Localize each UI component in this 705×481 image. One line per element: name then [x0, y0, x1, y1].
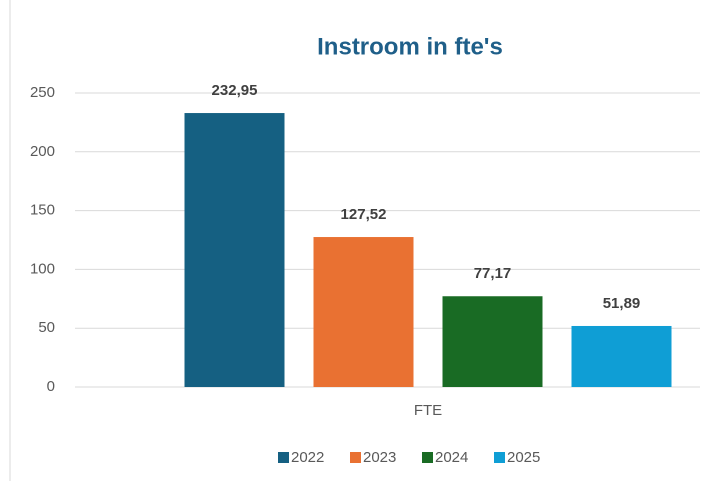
bar [442, 296, 543, 387]
value-label: 232,95 [212, 82, 258, 99]
value-label: 51,89 [603, 295, 641, 312]
legend-swatch [278, 452, 289, 463]
bar [184, 113, 285, 388]
legend-swatch [422, 452, 433, 463]
legend-label: 2022 [291, 449, 324, 466]
y-tick-label: 50 [38, 319, 55, 336]
legend-swatch [350, 452, 361, 463]
bar [313, 237, 414, 387]
value-label: 77,17 [474, 265, 512, 282]
legend-label: 2025 [507, 449, 540, 466]
bar [571, 325, 672, 387]
legend-swatch [494, 452, 505, 463]
legend-label: 2024 [435, 449, 468, 466]
value-label: 127,52 [341, 206, 387, 223]
chart-title: Instroom in fte's [317, 33, 503, 60]
legend-label: 2023 [363, 449, 396, 466]
y-tick-label: 100 [30, 260, 55, 277]
x-tick-label: FTE [414, 402, 442, 419]
y-tick-label: 0 [47, 378, 55, 395]
y-tick-label: 150 [30, 202, 55, 219]
y-tick-label: 200 [30, 143, 55, 160]
y-tick-label: 250 [30, 84, 55, 101]
